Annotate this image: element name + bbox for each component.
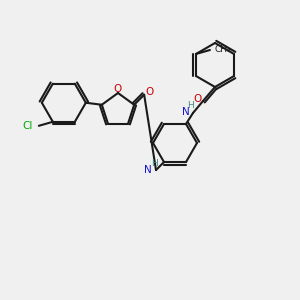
Text: H: H: [188, 100, 194, 109]
Text: CH₃: CH₃: [215, 46, 232, 55]
Text: H: H: [151, 159, 158, 168]
Text: N: N: [144, 165, 152, 175]
Text: N: N: [182, 107, 190, 117]
Text: O: O: [193, 94, 201, 104]
Text: O: O: [114, 84, 122, 94]
Text: O: O: [145, 87, 153, 97]
Text: Cl: Cl: [22, 121, 33, 131]
